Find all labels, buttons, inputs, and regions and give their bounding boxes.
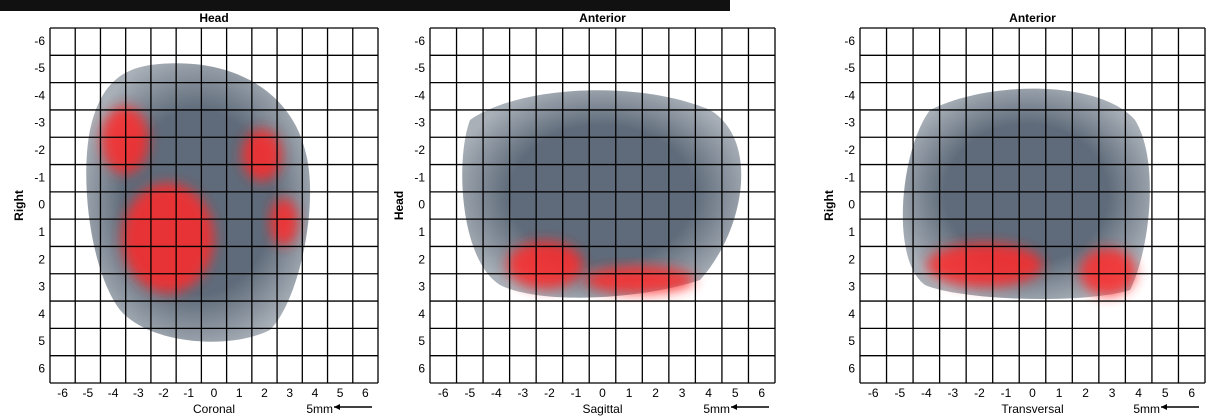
x-tick-label: -1 xyxy=(1001,386,1012,400)
x-tick-label: -6 xyxy=(57,386,68,400)
x-tick-label: -4 xyxy=(921,386,932,400)
y-tick-label: -1 xyxy=(34,170,45,184)
scale-label: 5mm xyxy=(1133,402,1160,416)
x-tick-label: -2 xyxy=(544,386,555,400)
y-tick-label: 6 xyxy=(38,362,45,376)
scale-arrow xyxy=(731,404,737,410)
image-strip xyxy=(0,0,730,11)
y-tick-label: 4 xyxy=(418,307,425,321)
y-tick-label: -4 xyxy=(414,88,425,102)
x-tick-label: -1 xyxy=(571,386,582,400)
y-tick-label: 4 xyxy=(38,307,45,321)
x-tick-label: -4 xyxy=(491,386,502,400)
side-label: Head xyxy=(392,191,406,220)
x-tick-label: -3 xyxy=(133,386,144,400)
x-tick-label: 2 xyxy=(652,386,659,400)
y-tick-label: -1 xyxy=(844,170,855,184)
y-tick-label: -2 xyxy=(34,143,45,157)
y-tick-label: 0 xyxy=(848,198,855,212)
y-tick-label: 2 xyxy=(848,252,855,266)
y-tick-label: 2 xyxy=(418,252,425,266)
y-tick-label: 3 xyxy=(38,280,45,294)
y-tick-label: -3 xyxy=(844,116,855,130)
x-tick-label: -6 xyxy=(868,386,879,400)
top-label: Anterior xyxy=(1009,11,1056,25)
x-tick-label: 4 xyxy=(312,386,319,400)
side-label: Right xyxy=(12,190,26,221)
x-tick-label: 0 xyxy=(211,386,218,400)
y-tick-label: 6 xyxy=(848,362,855,376)
y-tick-label: 5 xyxy=(38,334,45,348)
scale-label: 5mm xyxy=(306,402,333,416)
x-tick-label: -6 xyxy=(438,386,449,400)
scale-arrow xyxy=(1161,404,1167,410)
y-tick-label: 2 xyxy=(38,252,45,266)
x-tick-label: -2 xyxy=(158,386,169,400)
view-label: Sagittal xyxy=(582,402,622,416)
scale-arrow xyxy=(334,404,340,410)
top-label: Anterior xyxy=(579,11,626,25)
x-tick-label: 1 xyxy=(236,386,243,400)
y-tick-label: -5 xyxy=(844,61,855,75)
view-label: Coronal xyxy=(193,402,235,416)
x-tick-label: 3 xyxy=(1109,386,1116,400)
x-tick-label: 6 xyxy=(1188,386,1195,400)
x-tick-label: -2 xyxy=(974,386,985,400)
view-label: Transversal xyxy=(1001,402,1063,416)
y-tick-label: 4 xyxy=(848,307,855,321)
y-tick-label: -6 xyxy=(844,34,855,48)
y-tick-label: 3 xyxy=(418,280,425,294)
x-tick-label: 5 xyxy=(732,386,739,400)
x-tick-label: 6 xyxy=(362,386,369,400)
side-label: Right xyxy=(822,190,836,221)
y-tick-label: 1 xyxy=(38,225,45,239)
x-tick-label: 3 xyxy=(286,386,293,400)
x-tick-label: -3 xyxy=(518,386,529,400)
figure: -6 -5 -4 -3 -2 -1 0 1 2 3 4 5 6 -6 -5 -4 -3 -2 -1 0 1 2 3 4 5 6 He… xyxy=(0,0,1210,418)
y-tick-label: 1 xyxy=(848,225,855,239)
y-tick-label: 0 xyxy=(38,198,45,212)
x-tick-label: 5 xyxy=(337,386,344,400)
x-tick-label: -4 xyxy=(108,386,119,400)
x-tick-label: -1 xyxy=(183,386,194,400)
x-tick-label: 2 xyxy=(261,386,268,400)
y-tick-label: -5 xyxy=(34,61,45,75)
x-tick-label: -5 xyxy=(83,386,94,400)
x-tick-label: 1 xyxy=(626,386,633,400)
x-tick-label: -5 xyxy=(894,386,905,400)
x-tick-label: 0 xyxy=(599,386,606,400)
x-tick-label: 3 xyxy=(679,386,686,400)
x-tick-label: 2 xyxy=(1082,386,1089,400)
scale-label: 5mm xyxy=(703,402,730,416)
y-tick-label: -3 xyxy=(414,116,425,130)
x-tick-label: 4 xyxy=(1135,386,1142,400)
y-tick-label: 1 xyxy=(418,225,425,239)
x-tick-label: -3 xyxy=(948,386,959,400)
y-tick-label: -2 xyxy=(414,143,425,157)
x-tick-label: 1 xyxy=(1056,386,1063,400)
y-tick-label: -4 xyxy=(844,88,855,102)
y-tick-label: 5 xyxy=(418,334,425,348)
y-tick-label: -5 xyxy=(414,61,425,75)
x-tick-label: 0 xyxy=(1029,386,1036,400)
y-tick-label: -6 xyxy=(34,34,45,48)
top-label: Head xyxy=(199,11,228,25)
x-tick-label: 5 xyxy=(1162,386,1169,400)
y-tick-label: 0 xyxy=(418,198,425,212)
y-tick-label: -6 xyxy=(414,34,425,48)
y-tick-label: 6 xyxy=(418,362,425,376)
y-tick-label: -2 xyxy=(844,143,855,157)
y-tick-label: -1 xyxy=(414,170,425,184)
x-tick-label: 6 xyxy=(758,386,765,400)
panel-2-map xyxy=(462,90,741,297)
y-tick-label: -3 xyxy=(34,116,45,130)
x-tick-label: -5 xyxy=(464,386,475,400)
y-tick-label: -4 xyxy=(34,88,45,102)
y-tick-label: 3 xyxy=(848,280,855,294)
x-tick-label: 4 xyxy=(705,386,712,400)
y-tick-label: 5 xyxy=(848,334,855,348)
